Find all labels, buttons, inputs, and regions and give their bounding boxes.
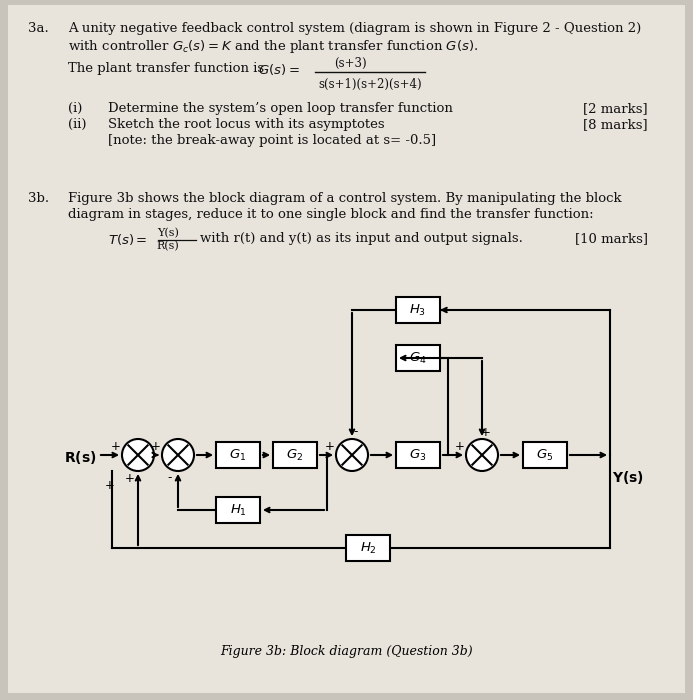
- Text: [10 marks]: [10 marks]: [575, 232, 648, 245]
- Text: $G_5$: $G_5$: [536, 447, 554, 463]
- Text: 3b.: 3b.: [28, 192, 49, 205]
- Text: Y(s): Y(s): [157, 228, 179, 238]
- Text: s(s+1)(s+2)(s+4): s(s+1)(s+2)(s+4): [318, 78, 422, 91]
- FancyBboxPatch shape: [396, 442, 440, 468]
- Text: The plant transfer function is: The plant transfer function is: [68, 62, 264, 75]
- Text: $H_3$: $H_3$: [410, 302, 427, 318]
- Text: -: -: [168, 472, 172, 484]
- Text: $T(s) =$: $T(s) =$: [108, 232, 148, 247]
- Text: $G_1$: $G_1$: [229, 447, 247, 463]
- Text: +: +: [151, 440, 161, 454]
- Text: 3a.: 3a.: [28, 22, 49, 35]
- Text: R(s): R(s): [157, 241, 179, 251]
- FancyBboxPatch shape: [346, 535, 390, 561]
- Text: $G_4$: $G_4$: [409, 351, 427, 365]
- FancyBboxPatch shape: [216, 442, 260, 468]
- Circle shape: [466, 439, 498, 471]
- Text: $H_1$: $H_1$: [229, 503, 247, 517]
- Text: [note: the break-away point is located at s= -0.5]: [note: the break-away point is located a…: [108, 134, 436, 147]
- Text: $G(s) =$: $G(s) =$: [258, 62, 299, 77]
- Text: +: +: [111, 440, 121, 454]
- FancyBboxPatch shape: [216, 497, 260, 523]
- Text: A unity negative feedback control system (diagram is shown in Figure 2 - Questio: A unity negative feedback control system…: [68, 22, 641, 35]
- Text: [2 marks]: [2 marks]: [584, 102, 648, 115]
- Text: Determine the system’s open loop transfer function: Determine the system’s open loop transfe…: [108, 102, 453, 115]
- Text: $G_2$: $G_2$: [286, 447, 304, 463]
- Text: $\mathbf{R(s)}$: $\mathbf{R(s)}$: [64, 449, 96, 466]
- Text: -: -: [354, 426, 358, 438]
- Text: (ii): (ii): [68, 118, 87, 131]
- Circle shape: [122, 439, 154, 471]
- Text: with r(t) and y(t) as its input and output signals.: with r(t) and y(t) as its input and outp…: [200, 232, 523, 245]
- Text: +: +: [325, 440, 335, 454]
- Text: (i): (i): [68, 102, 82, 115]
- FancyBboxPatch shape: [523, 442, 567, 468]
- Text: Figure 3b shows the block diagram of a control system. By manipulating the block: Figure 3b shows the block diagram of a c…: [68, 192, 622, 205]
- Text: diagram in stages, reduce it to one single block and find the transfer function:: diagram in stages, reduce it to one sing…: [68, 208, 594, 221]
- Text: [8 marks]: [8 marks]: [584, 118, 648, 131]
- Text: Figure 3b: Block diagram (Question 3b): Figure 3b: Block diagram (Question 3b): [220, 645, 473, 658]
- Circle shape: [162, 439, 194, 471]
- Text: +: +: [481, 426, 491, 438]
- Text: +: +: [105, 479, 115, 492]
- FancyBboxPatch shape: [8, 5, 685, 693]
- Text: with controller $G_c(s) = K$ and the plant transfer function $G(s)$.: with controller $G_c(s) = K$ and the pla…: [68, 38, 478, 55]
- Text: $H_2$: $H_2$: [360, 540, 376, 556]
- FancyBboxPatch shape: [396, 345, 440, 371]
- FancyBboxPatch shape: [273, 442, 317, 468]
- FancyBboxPatch shape: [396, 297, 440, 323]
- Text: $G_3$: $G_3$: [410, 447, 427, 463]
- Text: (s+3): (s+3): [334, 57, 367, 70]
- Text: Sketch the root locus with its asymptotes: Sketch the root locus with its asymptote…: [108, 118, 385, 131]
- Text: +: +: [455, 440, 465, 454]
- Circle shape: [336, 439, 368, 471]
- Text: +: +: [125, 472, 135, 484]
- Text: $\mathbf{Y(s)}$: $\mathbf{Y(s)}$: [612, 469, 644, 486]
